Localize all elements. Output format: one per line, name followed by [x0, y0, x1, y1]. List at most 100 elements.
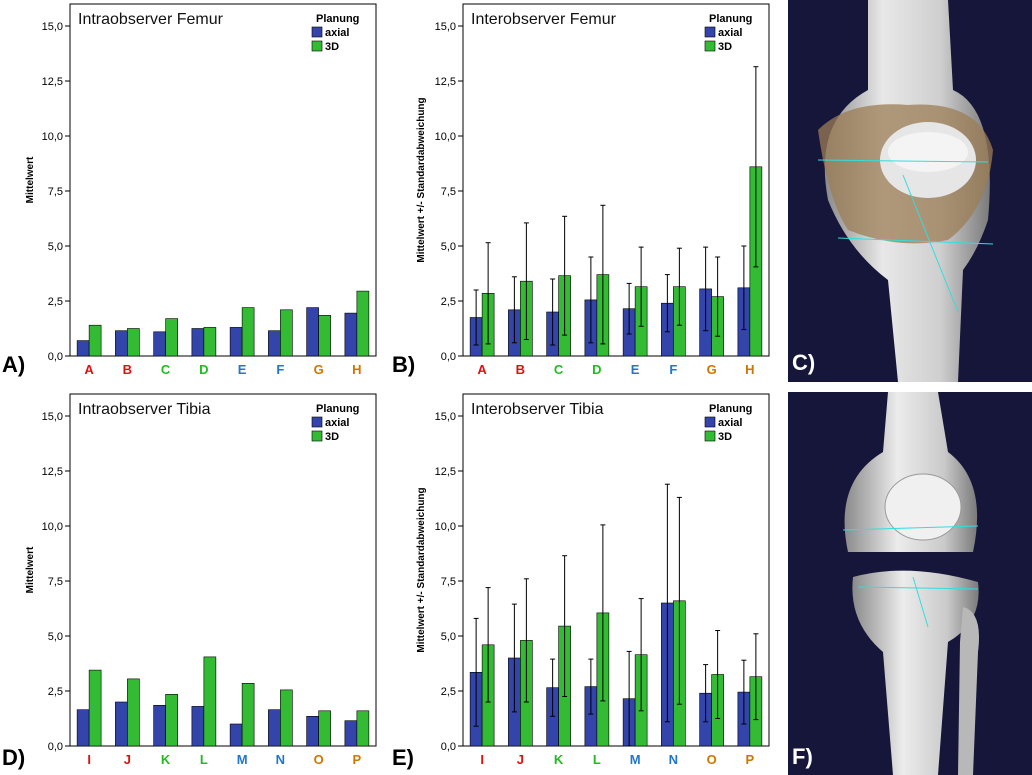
y-tick-label: 15,0 [42, 21, 63, 33]
bar-axial-C [153, 331, 166, 357]
y-tick-label: 7,5 [48, 576, 63, 588]
y-tick-label: 10,0 [435, 521, 456, 533]
legend-swatch-axial [704, 416, 716, 428]
legend-label-3d: 3D [718, 431, 732, 443]
y-tick-label: 15,0 [435, 21, 456, 33]
bar-3d-B [127, 328, 140, 357]
y-axis-label: Mittelwert [25, 156, 36, 203]
bar-3d-K [165, 693, 178, 747]
bar-3d-C [165, 318, 178, 357]
chart-interobserver-tibia: Interobserver Tibia 0,0 2,5 5,0 7,5 10,0 12,5 1… [416, 393, 770, 767]
y-tick-label: 7,5 [441, 186, 456, 198]
x-tick-label-G: G [314, 362, 324, 377]
y-tick-label: 5,0 [441, 241, 456, 253]
x-tick-label-C: C [554, 362, 564, 377]
y-tick-label: 0,0 [48, 351, 63, 363]
bar-3d-H [356, 290, 370, 357]
bar-axial-F [268, 330, 281, 357]
panel-label-c: C) [792, 350, 816, 375]
x-tick-label-J: J [517, 752, 524, 767]
legend-title: Planung [709, 403, 752, 415]
tibia-bone-illustration [788, 392, 1032, 775]
bar-3d-G [318, 314, 331, 357]
x-tick-label-E: E [238, 362, 247, 377]
legend-label-axial: axial [718, 27, 742, 39]
x-tick-label-L: L [593, 752, 601, 767]
y-tick-label: 5,0 [441, 631, 456, 643]
legend-swatch-axial [311, 26, 323, 38]
y-tick-label: 5,0 [48, 241, 63, 253]
legend-swatch-3d [311, 430, 323, 442]
y-tick-label: 12,5 [435, 76, 456, 88]
chart-title: Intraobserver Femur [78, 11, 224, 28]
bar-axial-P [344, 720, 358, 747]
bar-axial-H [344, 312, 358, 357]
legend-title: Planung [316, 403, 359, 415]
x-tick-label-C: C [161, 362, 171, 377]
x-tick-label-H: H [352, 362, 361, 377]
legend-swatch-3d [704, 430, 716, 442]
x-tick-label-M: M [630, 752, 641, 767]
tibia-3d-render: F) [788, 392, 1032, 775]
x-tick-label-D: D [592, 362, 601, 377]
legend-label-axial: axial [325, 417, 349, 429]
x-tick-label-D: D [199, 362, 208, 377]
femur-bone-illustration [788, 0, 1032, 382]
chart-title: Interobserver Tibia [471, 401, 604, 418]
bar-axial-N [268, 709, 281, 747]
bar-axial-A [76, 340, 90, 357]
bar-3d-E [241, 307, 255, 357]
y-tick-label: 12,5 [42, 76, 63, 88]
panel-label-b: B) [392, 352, 416, 377]
x-tick-label-I: I [87, 752, 91, 767]
x-tick-label-K: K [554, 752, 564, 767]
x-tick-label-E: E [631, 362, 640, 377]
x-tick-label-P: P [353, 752, 362, 767]
bar-3d-P [356, 710, 370, 747]
legend-label-3d: 3D [718, 41, 732, 53]
panel-label-e: E) [392, 745, 414, 770]
y-tick-label: 2,5 [48, 686, 63, 698]
y-tick-label: 15,0 [435, 411, 456, 423]
y-axis-label: Mittelwert +/- Standardabweichung [416, 97, 427, 262]
x-tick-label-O: O [314, 752, 324, 767]
y-tick-label: 0,0 [48, 741, 63, 753]
bar-3d-I [88, 669, 102, 747]
x-tick-label-A: A [84, 362, 94, 377]
x-tick-label-N: N [669, 752, 678, 767]
x-tick-label-G: G [707, 362, 717, 377]
y-tick-label: 7,5 [441, 576, 456, 588]
bar-axial-B [115, 330, 128, 357]
bar-3d-F [280, 309, 293, 357]
x-tick-label-H: H [745, 362, 754, 377]
y-tick-label: 12,5 [435, 466, 456, 478]
x-tick-label-B: B [516, 362, 525, 377]
chart-title: Interobserver Femur [471, 11, 617, 28]
bar-3d-J [127, 678, 140, 747]
bar-3d-D [203, 327, 217, 357]
chart-intraobserver-femur: Intraobserver Femur 0,0 2,5 5,0 7,5 10,0 12,5 1… [25, 3, 377, 377]
bar-3d-M [241, 682, 255, 747]
y-tick-label: 10,0 [42, 131, 63, 143]
y-tick-label: 2,5 [441, 296, 456, 308]
x-tick-label-I: I [480, 752, 484, 767]
bar-axial-L [191, 706, 205, 747]
bar-axial-O [306, 715, 319, 747]
x-tick-label-N: N [276, 752, 285, 767]
legend-label-axial: axial [718, 417, 742, 429]
y-tick-label: 0,0 [441, 741, 456, 753]
bar-axial-E [229, 327, 243, 357]
femur-3d-render: C) [788, 0, 1032, 382]
bar-axial-J [115, 701, 128, 747]
y-tick-label: 2,5 [48, 296, 63, 308]
y-tick-label: 7,5 [48, 186, 63, 198]
y-tick-label: 0,0 [441, 351, 456, 363]
bar-3d-L [203, 656, 217, 747]
bar-axial-G [306, 307, 319, 357]
legend-label-axial: axial [325, 27, 349, 39]
y-tick-label: 15,0 [42, 411, 63, 423]
plot-area [69, 3, 377, 357]
y-tick-label: 5,0 [48, 631, 63, 643]
chart-intraobserver-tibia: Intraobserver Tibia 0,0 2,5 5,0 7,5 10,0 12,5 1… [25, 393, 377, 767]
legend-title: Planung [316, 13, 359, 25]
